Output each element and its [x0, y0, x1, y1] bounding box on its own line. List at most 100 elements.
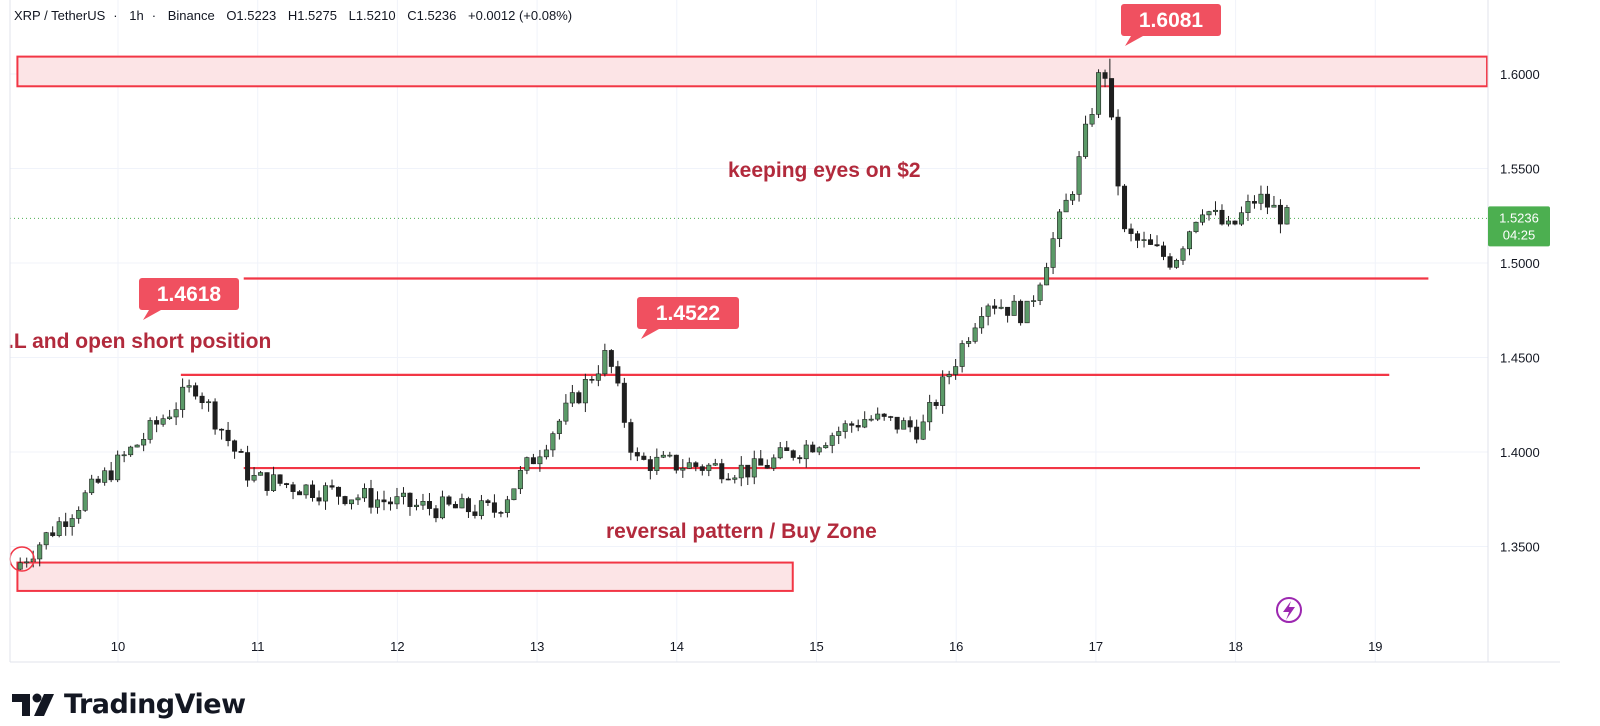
- candle: [433, 505, 439, 523]
- candle: [621, 377, 627, 428]
- candle-body: [504, 499, 510, 513]
- candle-body: [180, 386, 186, 410]
- candle: [1193, 221, 1199, 234]
- candle: [953, 359, 959, 380]
- candle: [284, 482, 290, 489]
- annotation-text[interactable]: keeping eyes on $2: [728, 159, 921, 182]
- candle-body: [693, 462, 699, 467]
- candle: [439, 490, 445, 520]
- candle-body: [543, 449, 549, 458]
- candle: [193, 382, 199, 400]
- candle-body: [634, 452, 640, 457]
- drawings[interactable]: [10, 55, 1489, 592]
- candle-body: [563, 402, 569, 422]
- candle: [1251, 195, 1257, 209]
- candle-body: [881, 413, 887, 417]
- candle-body: [1102, 72, 1108, 79]
- candle-body: [362, 488, 368, 499]
- candle-body: [946, 374, 952, 378]
- candle-body: [1225, 220, 1231, 225]
- candle: [595, 365, 601, 387]
- price-tick-label: 1.5500: [1500, 162, 1540, 177]
- candle: [641, 452, 647, 461]
- candle: [790, 449, 796, 461]
- candle-body: [660, 454, 666, 458]
- annotation-text[interactable]: reversal pattern / Buy Zone: [606, 520, 877, 543]
- candle: [1018, 299, 1024, 326]
- candle-body: [829, 435, 835, 446]
- candle: [134, 444, 140, 448]
- candle-body: [1212, 209, 1218, 212]
- candle: [446, 495, 452, 507]
- candle-body: [966, 341, 972, 344]
- candle-body: [764, 464, 770, 469]
- candle: [407, 492, 413, 516]
- candle: [836, 426, 842, 445]
- candle: [478, 494, 484, 520]
- price-tick-label: 1.4000: [1500, 445, 1540, 460]
- candle: [1232, 220, 1238, 226]
- price-callout[interactable]: 1.6081: [1121, 4, 1221, 46]
- annotation-text[interactable]: .L and open short position: [8, 330, 271, 353]
- interval-label[interactable]: 1h: [129, 8, 144, 23]
- price-zone[interactable]: [16, 561, 794, 592]
- candle-body: [498, 512, 504, 514]
- candle-body: [1109, 78, 1115, 118]
- candle-body: [316, 497, 322, 502]
- candle-body: [816, 447, 822, 453]
- price-callout[interactable]: 1.4522: [637, 297, 739, 339]
- candle-body: [374, 499, 380, 508]
- candle-body: [199, 395, 205, 404]
- candle-body: [1180, 248, 1186, 261]
- candle-body: [63, 521, 69, 527]
- candle-body: [1251, 201, 1257, 204]
- candle-body: [102, 470, 108, 483]
- candle: [355, 494, 361, 505]
- candle-body: [1083, 123, 1089, 157]
- candle: [1154, 235, 1160, 247]
- candle-body: [524, 457, 530, 471]
- candle-body: [719, 463, 725, 480]
- candle-body: [413, 504, 419, 507]
- candle: [426, 492, 432, 516]
- candle: [524, 456, 530, 475]
- candle: [1148, 234, 1154, 246]
- tradingview-logo[interactable]: TradingView: [12, 686, 246, 721]
- lightning-icon[interactable]: [1276, 597, 1302, 623]
- candle: [102, 467, 108, 486]
- candle-body: [797, 457, 803, 460]
- candle: [180, 378, 186, 418]
- candle-body: [511, 488, 517, 501]
- candle-body: [992, 305, 998, 309]
- candle-body: [1031, 300, 1037, 302]
- candle-body: [933, 402, 939, 406]
- candle: [24, 557, 30, 568]
- candle-body: [478, 500, 484, 516]
- candle: [1076, 151, 1082, 202]
- annotations[interactable]: 1.6081 1.4618 1.4522 keeping eyes on $2 .L a…: [8, 4, 1221, 572]
- candle-body: [336, 486, 342, 497]
- candle-body: [712, 463, 718, 466]
- candle-body: [589, 379, 595, 381]
- candle: [1063, 193, 1069, 213]
- candle-body: [953, 366, 959, 375]
- price-callout[interactable]: 1.4618: [139, 278, 239, 320]
- candle: [732, 475, 738, 484]
- last-price-value: 1.5236: [1499, 210, 1539, 225]
- candle: [927, 394, 933, 431]
- candle: [459, 493, 465, 509]
- candle-body: [576, 392, 582, 404]
- candle: [946, 370, 952, 385]
- price-zone[interactable]: [16, 55, 1489, 88]
- candle-body: [342, 496, 348, 505]
- symbol-name[interactable]: XRP / TetherUS: [14, 8, 106, 23]
- candle: [602, 343, 608, 377]
- candle: [777, 441, 783, 460]
- candle-body: [433, 508, 439, 519]
- tradingview-logo-icon: [12, 693, 54, 716]
- candle-body: [914, 426, 920, 440]
- candle: [95, 475, 101, 484]
- candle-body: [894, 416, 900, 430]
